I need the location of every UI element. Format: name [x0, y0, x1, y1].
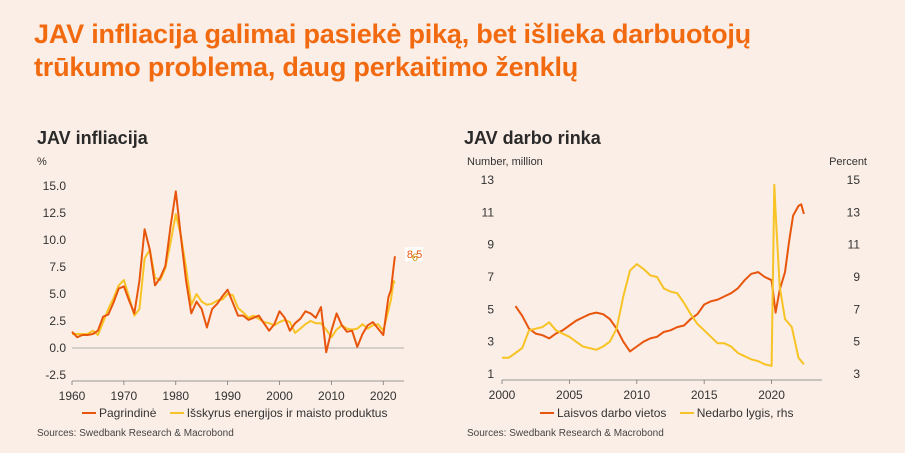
inflation-legend: Pagrindinė Išskyrus energijos ir maisto …: [82, 406, 397, 420]
series-line-core: [71, 190, 396, 354]
legend-label-ex-energy: Išskyrus energijos ir maisto produktus: [186, 406, 388, 420]
y2-tick-label: 9: [853, 270, 860, 284]
y-tick-label: 1: [487, 367, 494, 381]
y-tick-label: 3: [487, 335, 494, 349]
inflation-source: Sources: Swedbank Research & Macrobond: [37, 428, 234, 439]
legend-swatch-unemployment: [679, 411, 694, 414]
y2-tick-label: 5: [853, 335, 860, 349]
series-line-ex-energy: [72, 213, 396, 339]
y-tick-label: 0.0: [49, 341, 66, 355]
y-tick-label: 10.0: [43, 233, 67, 247]
inflation-chart-title: JAV infliacija: [37, 128, 148, 148]
y-tick-label: 5: [487, 302, 494, 316]
end-label-box: [404, 247, 423, 262]
x-tick-label: 2010: [318, 389, 345, 403]
y-tick-label: 15.0: [43, 179, 67, 193]
x-tick-label: 2020: [758, 388, 785, 402]
y-tick-label: 5.0: [49, 287, 66, 301]
headline-line-1: JAV infliacija galimai pasiekė piką, bet…: [34, 19, 751, 49]
y2-tick-label: 13: [847, 205, 861, 219]
legend-label-core: Pagrindinė: [99, 406, 157, 420]
labor-unit-right-label: Percent: [829, 156, 867, 168]
y2-tick-label: 7: [853, 302, 860, 316]
x-tick-label: 2005: [556, 388, 583, 402]
y-tick-label: 2.5: [49, 314, 66, 328]
labor-legend: Laisvos darbo vietos Nedarbo lygis, rhs: [540, 406, 803, 420]
headline: JAV infliacija galimai pasiekė piką, bet…: [34, 18, 884, 84]
y-tick-label: 7: [487, 270, 494, 284]
end-label-core: 8.5: [407, 249, 422, 261]
series-line-unemployment: [502, 183, 805, 367]
labor-source: Sources: Swedbank Research & Macrobond: [467, 428, 664, 439]
y-tick-label: 12.5: [43, 206, 67, 220]
y2-tick-label: 3: [853, 367, 860, 381]
headline-line-2: trūkumo problema, daug perkaitimo ženklų: [34, 52, 579, 82]
inflation-unit-label: %: [37, 156, 47, 168]
y-tick-label: 11: [482, 205, 495, 219]
x-tick-label: 2000: [266, 389, 293, 403]
legend-item-unemployment: Nedarbo lygis, rhs: [679, 406, 794, 420]
legend-item-ex-energy: Išskyrus energijos ir maisto produktus: [169, 406, 388, 420]
x-tick-label: 2010: [623, 388, 650, 402]
inflation-chart-panel: JAV infliacija % 15.0 12.5 10.0 7.5 5.0 2.5 0.…: [32, 128, 437, 446]
legend-swatch-vacancies: [540, 411, 554, 414]
labor-chart-plot: 13 11 9 7 5 3 1 15 13 11 9 7 5 3 2000 2005 2010 2015 2020: [481, 173, 861, 402]
y2-tick-label: 15: [847, 173, 861, 187]
legend-label-unemployment: Nedarbo lygis, rhs: [696, 406, 794, 420]
y-tick-label: 9: [487, 238, 494, 252]
x-tick-label: 1980: [162, 389, 189, 403]
series-line-vacancies: [514, 203, 805, 353]
x-tick-label: 1990: [214, 389, 241, 403]
legend-item-core: Pagrindinė: [82, 406, 156, 420]
x-tick-label: 1960: [59, 389, 86, 403]
y2-tick-label: 11: [848, 238, 861, 252]
x-tick-label: 2020: [370, 389, 397, 403]
inflation-chart-plot: 15.0 12.5 10.0 7.5 5.0 2.5 0.0 -2.5 1960 1970 1980…: [43, 179, 423, 403]
labor-chart-title: JAV darbo rinka: [464, 128, 601, 148]
end-label-ex-energy: 6: [412, 252, 418, 264]
x-tick-label: 1970: [111, 389, 138, 403]
x-tick-label: 2015: [691, 388, 718, 402]
x-tick-label: 2000: [489, 388, 516, 402]
labor-chart-panel: JAV darbo rinka Number, million Percent …: [462, 128, 872, 446]
labor-unit-left-label: Number, million: [467, 156, 543, 168]
legend-swatch-ex-energy: [169, 411, 184, 414]
legend-item-vacancies: Laisvos darbo vietos: [540, 406, 666, 420]
y-tick-label: -2.5: [45, 368, 66, 382]
y-tick-label: 7.5: [49, 260, 66, 274]
legend-label-vacancies: Laisvos darbo vietos: [557, 406, 667, 420]
legend-swatch-core: [82, 411, 96, 414]
y-tick-label: 13: [481, 173, 495, 187]
